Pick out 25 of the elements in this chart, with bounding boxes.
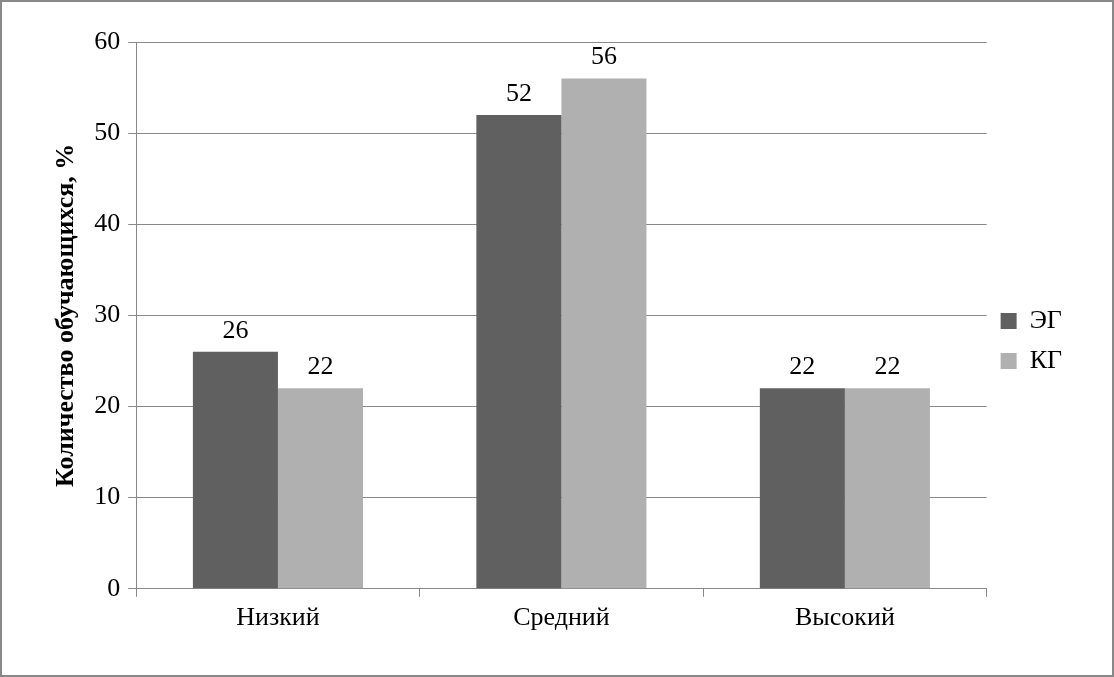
bar: [561, 78, 647, 589]
y-tick-label: 50: [94, 116, 121, 146]
bar: [844, 388, 930, 589]
data-label: 56: [590, 41, 617, 71]
data-label: 52: [505, 77, 532, 107]
data-label: 22: [789, 351, 816, 381]
data-label: 22: [307, 351, 334, 381]
bar: [277, 388, 363, 589]
bar: [476, 114, 562, 589]
y-axis-title: Количество обучающихся, %: [50, 143, 80, 488]
y-tick-label: 30: [94, 299, 121, 329]
y-tick-label: 0: [107, 572, 121, 602]
y-tick-label: 60: [94, 25, 121, 55]
y-tick-label: 40: [94, 208, 121, 238]
bar: [759, 388, 845, 589]
legend-label: ЭГ: [1029, 304, 1062, 334]
bar: [192, 351, 278, 589]
x-tick-label: Высокий: [794, 602, 895, 632]
y-tick-label: 10: [94, 481, 121, 511]
x-tick-label: Средний: [513, 602, 610, 632]
data-label: 22: [874, 351, 901, 381]
x-tick-label: Низкий: [236, 602, 320, 632]
legend-label: КГ: [1029, 344, 1062, 374]
y-tick-label: 20: [94, 390, 121, 420]
data-label: 26: [222, 314, 249, 344]
